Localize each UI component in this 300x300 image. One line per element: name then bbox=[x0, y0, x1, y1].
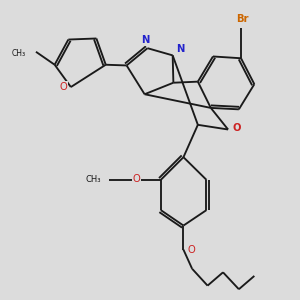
Text: O: O bbox=[133, 174, 140, 184]
Text: CH₃: CH₃ bbox=[86, 176, 101, 184]
Text: CH₃: CH₃ bbox=[12, 49, 26, 58]
Text: N: N bbox=[176, 44, 185, 54]
Text: O: O bbox=[59, 82, 67, 92]
Text: O: O bbox=[233, 123, 241, 133]
Text: Br: Br bbox=[237, 14, 249, 24]
Text: O: O bbox=[188, 245, 195, 255]
Text: N: N bbox=[142, 35, 150, 45]
